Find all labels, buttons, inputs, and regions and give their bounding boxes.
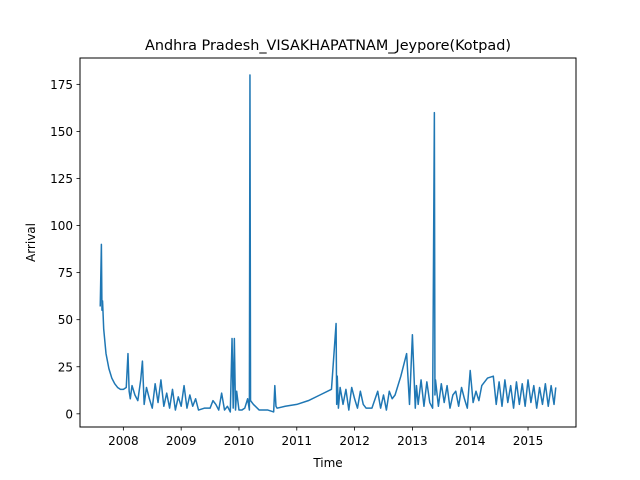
x-axis-label: Time	[312, 456, 342, 470]
axes-frame	[79, 57, 577, 428]
arrival-series-line	[99, 74, 557, 413]
y-tick-label: 150	[50, 125, 73, 139]
x-axis-ticks: 2008 2009 2010 2011 2012 2013 2014 2015	[108, 427, 543, 448]
y-tick-label: 50	[58, 313, 73, 327]
y-tick-label: 125	[50, 172, 73, 186]
x-tick-label: 2008	[108, 434, 139, 448]
x-tick-label: 2009	[166, 434, 197, 448]
y-tick-label: 25	[58, 360, 73, 374]
x-tick-label: 2012	[339, 434, 370, 448]
y-axis-ticks: 0 25 50 75 100 125 150 175	[50, 78, 80, 421]
y-tick-label: 75	[58, 266, 73, 280]
y-tick-label: 0	[65, 407, 73, 421]
y-tick-label: 100	[50, 219, 73, 233]
x-tick-label: 2013	[397, 434, 428, 448]
x-tick-label: 2015	[513, 434, 544, 448]
x-tick-label: 2011	[282, 434, 313, 448]
y-tick-label: 175	[50, 78, 73, 92]
plot-area	[99, 74, 557, 413]
x-tick-label: 2010	[224, 434, 255, 448]
chart-title: Andhra Pradesh_VISAKHAPATNAM_Jeypore(Kot…	[145, 38, 511, 54]
y-axis-label: Arrival	[24, 223, 38, 262]
x-tick-label: 2014	[455, 434, 486, 448]
